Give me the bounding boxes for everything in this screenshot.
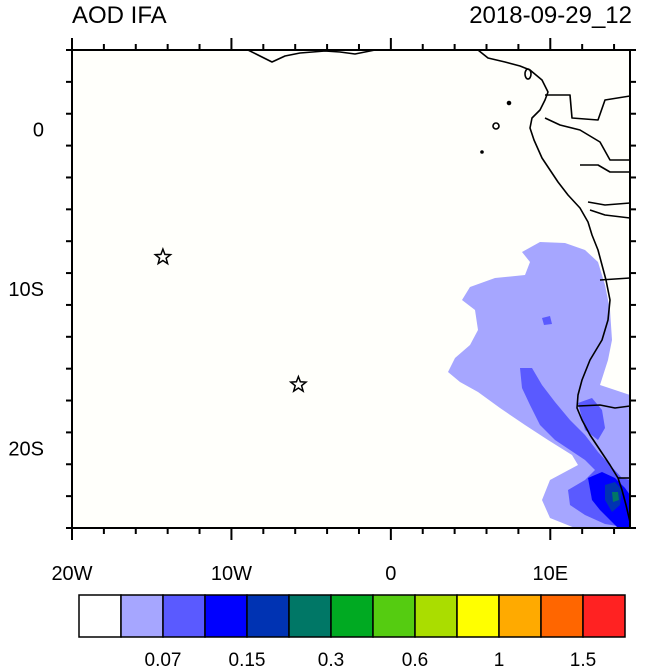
colorbar-label: 0.3 [318, 650, 344, 667]
colorbar-swatch [372, 594, 416, 638]
marker-layer [153, 246, 308, 393]
map-datetime: 2018-09-29_12 [469, 2, 632, 29]
colorbar-label: 1 [494, 650, 505, 667]
colorbar-swatch [78, 594, 122, 638]
colorbar-swatch [204, 594, 248, 638]
aod-level-0.15-b [578, 398, 605, 440]
aod-shading [448, 242, 630, 528]
colorbar-swatch [120, 594, 164, 638]
lat-tick-label: 0 [33, 120, 44, 142]
lon-tick-label: 10W [211, 563, 252, 585]
lon-tick-label: 0 [385, 563, 396, 585]
colorbar-swatch [330, 594, 374, 638]
colorbar-swatch [246, 594, 290, 638]
lat-tick-label: 10S [8, 279, 44, 301]
colorbar-swatch [162, 594, 206, 638]
map-title: AOD IFA [72, 2, 167, 29]
colorbar-swatch [288, 594, 332, 638]
coastlines [247, 50, 630, 523]
axis-tick-labels: 20W 10W 0 10E 0 10S 20S [8, 120, 568, 585]
colorbar-swatch [498, 594, 542, 638]
colorbar-swatch [456, 594, 500, 638]
colorbar-label: 0.07 [145, 650, 182, 667]
axis-ticks [66, 38, 636, 540]
colorbar-label: 0.6 [402, 650, 428, 667]
star-marker-icon [288, 374, 308, 393]
star-marker-icon [153, 246, 173, 266]
colorbar-labels: 0.07 0.15 0.3 0.6 1 1.5 [145, 650, 597, 667]
lat-tick-label: 20S [8, 438, 44, 460]
aod-level-0.15-c [542, 316, 552, 325]
aod-level-1 [612, 492, 619, 502]
colorbar-label: 1.5 [570, 650, 596, 667]
colorbar-label: 0.15 [229, 650, 266, 667]
colorbar [78, 594, 626, 638]
map-frame [71, 49, 631, 529]
colorbar-swatch [582, 594, 626, 638]
lon-tick-label: 20W [51, 563, 92, 585]
colorbar-swatch [414, 594, 458, 638]
lon-tick-label: 10E [532, 563, 568, 585]
colorbar-swatch [540, 594, 584, 638]
